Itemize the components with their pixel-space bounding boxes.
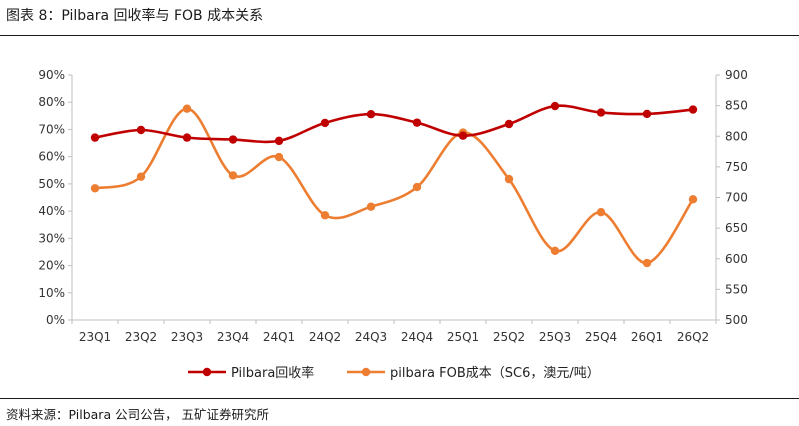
recovery-rate-point (228, 135, 238, 144)
x-axis-category-label: 24Q1 (263, 330, 295, 344)
left-axis-tick-label: 30% (38, 231, 65, 245)
fob-cost-point (90, 184, 100, 193)
right-axis-tick-label: 650 (725, 221, 748, 235)
fob-cost-point (274, 152, 284, 162)
fob-cost-point (504, 174, 514, 184)
left-axis-tick-label: 10% (38, 286, 65, 300)
source-note: 资料来源：Pilbara 公司公告， 五矿证券研究所 (6, 407, 270, 422)
x-axis-category-label: 25Q3 (539, 330, 571, 344)
x-axis-category-label: 26Q2 (677, 330, 709, 344)
recovery-rate-point (366, 110, 376, 119)
right-axis-tick-label: 800 (725, 129, 748, 143)
recovery-rate-point (182, 133, 192, 142)
fob-cost-point (412, 182, 422, 192)
recovery-rate-point (412, 118, 422, 127)
recovery-rate-point (550, 101, 560, 111)
x-axis-category-label: 25Q4 (585, 330, 617, 344)
fob-cost-point (688, 195, 698, 204)
fob-cost-line (94, 107, 695, 265)
right-axis-tick-label: 750 (725, 160, 748, 174)
left-axis-tick-label: 0% (46, 313, 65, 327)
fob-cost-legend-marker (361, 367, 371, 377)
recovery-rate-legend-marker (202, 367, 212, 377)
fob-cost-point (320, 211, 330, 220)
left-axis-tick-label: 90% (38, 68, 65, 82)
top-rule (0, 35, 799, 36)
recovery-rate-point (504, 119, 514, 129)
x-axis-category-label: 23Q3 (171, 330, 203, 344)
recovery-rate-point (136, 125, 146, 135)
left-axis-tick-label: 80% (38, 95, 65, 109)
fob-cost-point (136, 172, 146, 181)
fob-cost-legend-label: pilbara FOB成本（SC6，澳元/吨） (390, 365, 600, 381)
recovery-rate-point (458, 131, 468, 140)
fob-cost-point (596, 208, 606, 217)
recovery-rate-point (274, 136, 284, 146)
figure-title: 图表 8：Pilbara 回收率与 FOB 成本关系 (6, 8, 264, 24)
bottom-rule (0, 398, 799, 399)
left-axis-tick-label: 70% (38, 122, 65, 136)
fob-cost-point (228, 171, 238, 180)
fob-cost-point (366, 202, 376, 211)
right-axis-tick-label: 500 (725, 313, 748, 327)
recovery-rate-legend-label: Pilbara回收率 (231, 365, 314, 381)
left-axis-tick-label: 60% (38, 150, 65, 164)
x-axis-category-label: 23Q2 (125, 330, 157, 344)
recovery-rate-point (642, 109, 652, 119)
recovery-rate-point (320, 118, 330, 128)
right-axis-tick-label: 850 (725, 99, 748, 113)
x-axis-category-label: 23Q1 (79, 330, 111, 344)
right-axis-tick-label: 900 (725, 68, 748, 82)
recovery-rate-point (90, 133, 100, 142)
x-axis-category-label: 26Q1 (631, 330, 663, 344)
x-axis-category-label: 24Q4 (401, 330, 433, 344)
left-axis-tick-label: 50% (38, 177, 65, 191)
fob-cost-point (182, 104, 192, 113)
x-axis-category-label: 25Q1 (447, 330, 479, 344)
right-axis-tick-label: 600 (725, 252, 748, 266)
left-axis-tick-label: 20% (38, 259, 65, 273)
x-axis-category-label: 24Q3 (355, 330, 387, 344)
fob-cost-point (642, 258, 652, 268)
fob-cost-point (550, 246, 560, 255)
left-axis-tick-label: 40% (38, 204, 65, 218)
x-axis-category-label: 24Q2 (309, 330, 341, 344)
recovery-rate-point (688, 105, 698, 114)
recovery-rate-point (596, 108, 606, 117)
right-axis-tick-label: 550 (725, 282, 748, 296)
x-axis-category-label: 25Q2 (493, 330, 525, 344)
right-axis-tick-label: 700 (725, 191, 748, 205)
x-axis-category-label: 23Q4 (217, 330, 249, 344)
